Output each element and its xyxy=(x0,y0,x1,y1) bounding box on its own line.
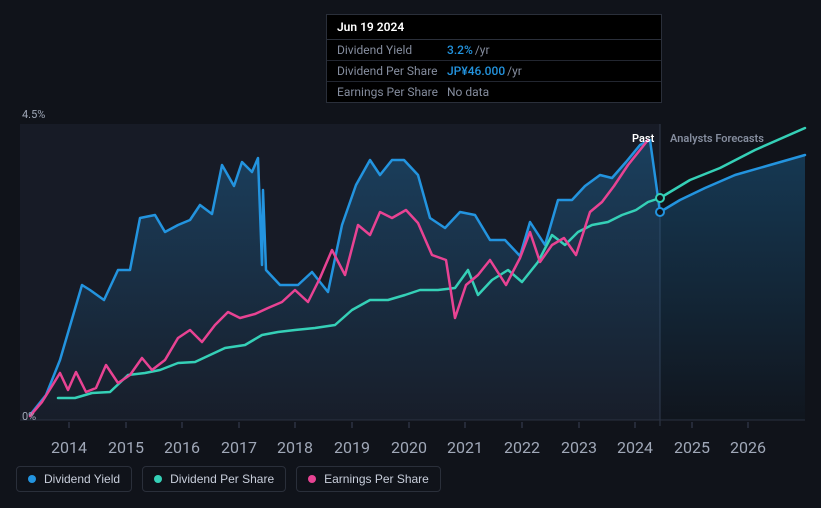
x-axis-tick: 2019 xyxy=(334,438,370,457)
legend-item-dividend-per-share[interactable]: Dividend Per Share xyxy=(142,466,286,492)
tooltip-row: Earnings Per ShareNo data xyxy=(327,82,661,102)
tooltip-row-unit: /yr xyxy=(507,64,522,78)
tooltip-row-value: 3.2% xyxy=(447,43,473,57)
tooltip-row-nodata: No data xyxy=(447,85,489,99)
x-axis-tick: 2014 xyxy=(51,438,87,457)
tooltip-title: Jun 19 2024 xyxy=(327,15,661,40)
x-axis-tick: 2017 xyxy=(221,438,257,457)
tooltip-row-label: Earnings Per Share xyxy=(337,85,447,99)
legend-dot-icon xyxy=(308,475,316,483)
tooltip-row-label: Dividend Per Share xyxy=(337,64,447,78)
chart-tooltip: Jun 19 2024 Dividend Yield3.2% /yrDivide… xyxy=(326,14,662,103)
legend-item-earnings-per-share[interactable]: Earnings Per Share xyxy=(296,466,441,492)
past-label: Past xyxy=(632,132,654,145)
y-axis-bottom-label: 0% xyxy=(22,410,36,423)
legend-dot-icon xyxy=(28,475,36,483)
x-axis-tick: 2021 xyxy=(447,438,483,457)
x-axis-tick: 2018 xyxy=(277,438,313,457)
tooltip-row: Dividend Per ShareJP¥46.000 /yr xyxy=(327,61,661,82)
x-axis-tick: 2016 xyxy=(164,438,200,457)
tooltip-row-value: JP¥46.000 xyxy=(447,64,505,78)
x-axis-tick: 2015 xyxy=(108,438,144,457)
forecast-label: Analysts Forecasts xyxy=(670,132,764,145)
x-axis-tick: 2025 xyxy=(674,438,710,457)
legend-dot-icon xyxy=(154,475,162,483)
x-axis-tick: 2023 xyxy=(561,438,597,457)
legend-item-dividend-yield[interactable]: Dividend Yield xyxy=(16,466,132,492)
x-axis-tick: 2024 xyxy=(617,438,653,457)
legend: Dividend Yield Dividend Per Share Earnings… xyxy=(16,466,441,492)
x-axis-tick: 2022 xyxy=(504,438,540,457)
legend-item-label: Dividend Per Share xyxy=(170,472,274,486)
tooltip-row: Dividend Yield3.2% /yr xyxy=(327,40,661,61)
x-axis-tick: 2020 xyxy=(391,438,427,457)
legend-item-label: Dividend Yield xyxy=(44,472,120,486)
legend-item-label: Earnings Per Share xyxy=(324,472,429,486)
tooltip-row-unit: /yr xyxy=(475,43,490,57)
x-axis-tick: 2026 xyxy=(730,438,766,457)
y-axis-top-label: 4.5% xyxy=(22,108,45,121)
tooltip-row-label: Dividend Yield xyxy=(337,43,447,57)
